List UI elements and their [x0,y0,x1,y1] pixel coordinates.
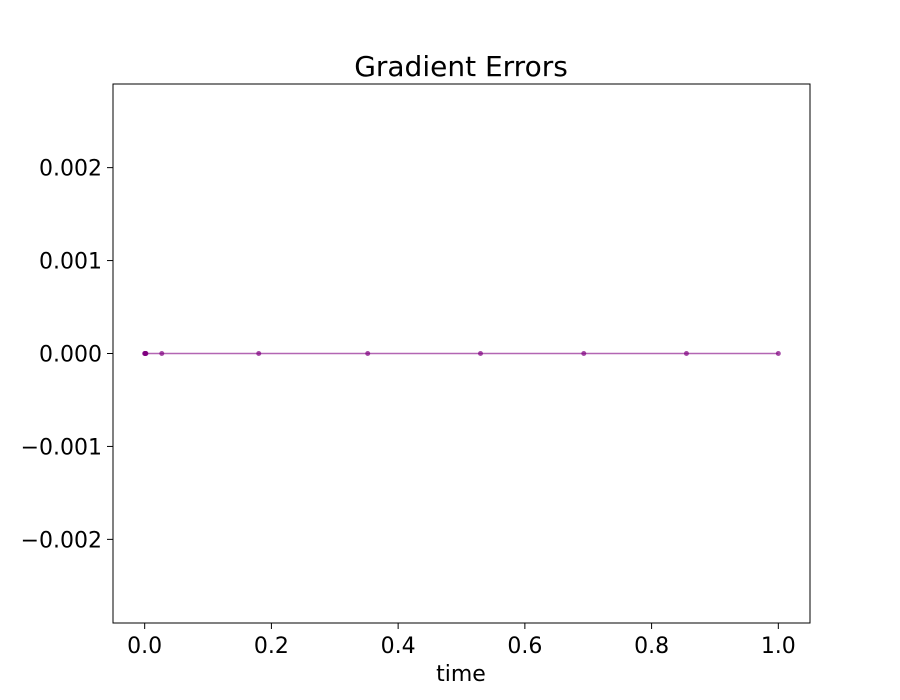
x-tick-label: 1.0 [761,634,796,659]
x-tick-label: 0.6 [507,634,542,659]
x-tick-label: 0.2 [254,634,289,659]
x-axis-label: time [436,662,486,687]
series-layer [142,351,781,356]
x-tick-label: 0.0 [127,634,162,659]
data-point [478,351,484,356]
data-point [775,351,781,356]
y-axis: 0.002 0.001 0.000 −0.001 −0.002 [21,157,113,553]
data-point [683,351,689,356]
y-tick-label: −0.001 [21,435,102,460]
y-tick-label: −0.002 [21,528,102,553]
chart-title: Gradient Errors [354,50,568,83]
y-tick-label: 0.002 [39,157,102,182]
data-point [365,351,371,356]
x-tick-label: 0.8 [634,634,669,659]
data-point [256,351,262,356]
y-tick-label: 0.001 [39,250,102,275]
x-tick-label: 0.4 [381,634,416,659]
data-point [581,351,587,356]
x-axis: 0.0 0.2 0.4 0.6 0.8 1.0 [127,623,796,659]
data-point [143,351,149,356]
y-tick-label: 0.000 [39,343,102,368]
data-point [159,351,165,356]
